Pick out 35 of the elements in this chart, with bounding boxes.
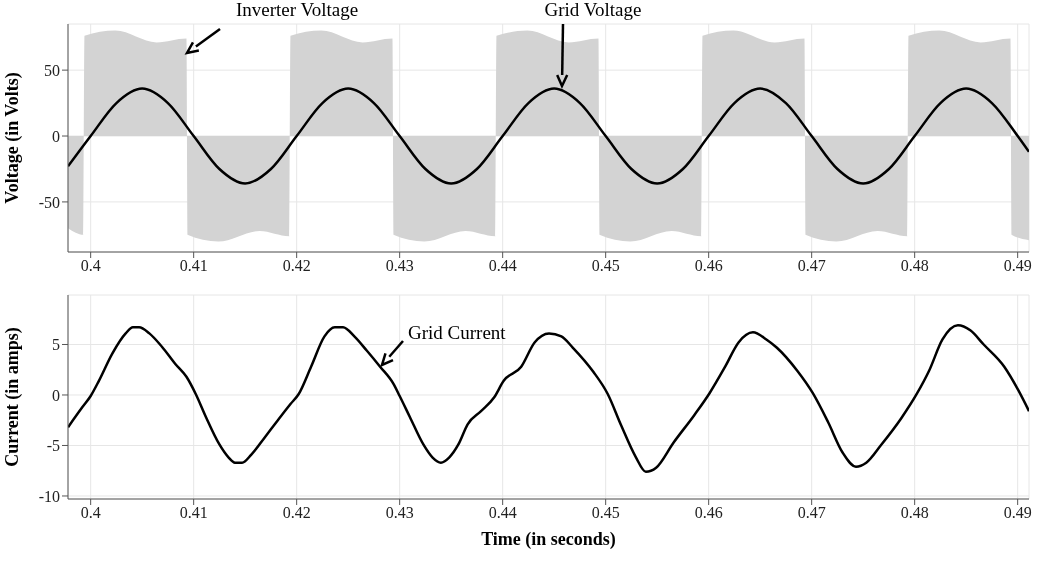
y-tick-label: 5 [52,336,60,354]
x-tick-label: 0.45 [591,257,620,275]
line-series [68,87,1029,185]
y-tick-label: 0 [52,127,60,145]
x-tick-label: 0.43 [385,504,414,522]
y-tick-label: 50 [44,61,60,79]
x-tick-label: 0.41 [179,257,208,275]
x-tick-label: 0.49 [1003,504,1032,522]
x-tick-label: 0.48 [900,504,929,522]
x-tick-label: 0.41 [179,504,208,522]
x-tick-label: 0.46 [694,504,723,522]
x-tick-label: 0.45 [591,504,620,522]
x-tick-label: 0.49 [1003,257,1032,275]
line-series [68,324,1029,473]
y-tick-label: -5 [46,437,60,455]
x-tick-label: 0.44 [488,504,517,522]
x-tick-label: 0.47 [797,257,826,275]
y-tick-label: -50 [38,193,60,211]
text: Grid Voltage [544,0,642,21]
annotation: Grid Current [408,322,507,344]
x-tick-label: 0.44 [488,257,517,275]
x-axis-title: Time (in seconds) [481,529,616,550]
y-axis-title: Current (in amps) [2,327,24,467]
x-tick-label: 0.46 [694,257,723,275]
y-tick-label: 0 [52,386,60,404]
x-tick-label: 0.47 [797,504,826,522]
y-axis-title: Voltage (in Volts) [2,72,24,204]
x-tick-label: 0.42 [282,257,311,275]
x-tick-label: 0.43 [385,257,414,275]
text: Inverter Voltage [235,0,359,21]
y-tick-label: -10 [38,487,60,505]
x-tick-label: 0.4 [80,257,101,275]
x-tick-label: 0.4 [80,504,101,522]
x-tick-label: 0.42 [282,504,311,522]
x-tick-label: 0.48 [900,257,929,275]
